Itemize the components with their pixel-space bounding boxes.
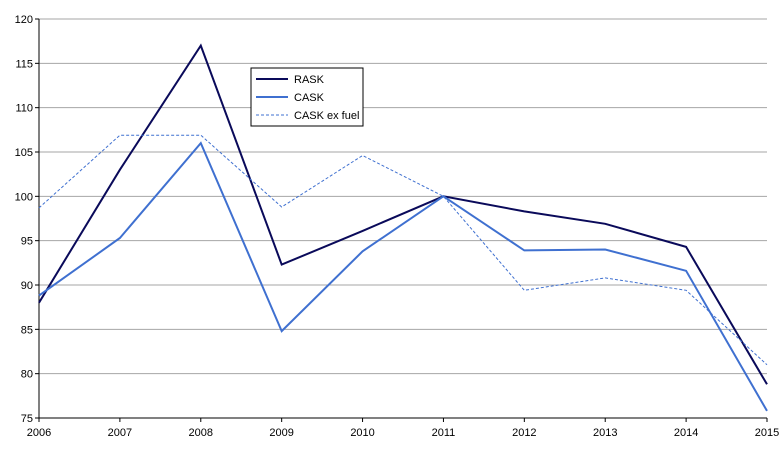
gridlines — [39, 18, 767, 375]
x-tick-label: 2007 — [108, 427, 132, 439]
legend-label: CASK ex fuel — [294, 110, 359, 122]
legend-label: CASK — [294, 92, 325, 104]
series-line-rask — [38, 43, 768, 385]
y-tick-label: 90 — [21, 280, 33, 292]
y-tick-label: 100 — [15, 191, 33, 203]
x-tick-label: 2006 — [27, 427, 51, 439]
y-tick-label: 85 — [21, 324, 33, 336]
x-tick-label: 2015 — [755, 427, 779, 439]
y-tick-label: 80 — [21, 369, 33, 381]
series-lines — [38, 43, 768, 412]
x-tick-labels: 2006 2007 2008 2009 2010 2011 2012 2013 2014 2015 — [27, 427, 779, 439]
y-tick-label: 105 — [15, 147, 33, 159]
y-tick-label: 110 — [15, 103, 33, 115]
x-tick-label: 2009 — [269, 427, 293, 439]
y-tick-label: 120 — [15, 14, 33, 26]
legend: RASK CASK CASK ex fuel — [250, 67, 364, 127]
x-tick-label: 2008 — [189, 427, 213, 439]
x-tick-label: 2014 — [674, 427, 698, 439]
x-tick-label: 2011 — [432, 427, 456, 439]
x-tick-label: 2013 — [593, 427, 617, 439]
y-tick-labels: 75 80 85 90 95 100 105 110 115 120 — [15, 14, 33, 425]
y-tick-label: 115 — [15, 58, 33, 70]
y-tick-label: 95 — [21, 236, 33, 248]
axes — [35, 18, 768, 422]
x-tick-label: 2012 — [512, 427, 536, 439]
series-line-cask — [38, 141, 768, 412]
x-tick-label: 2010 — [350, 427, 374, 439]
legend-label: RASK — [294, 74, 325, 86]
series-line-cask-ex-fuel — [38, 134, 768, 366]
y-tick-label: 75 — [21, 413, 33, 425]
